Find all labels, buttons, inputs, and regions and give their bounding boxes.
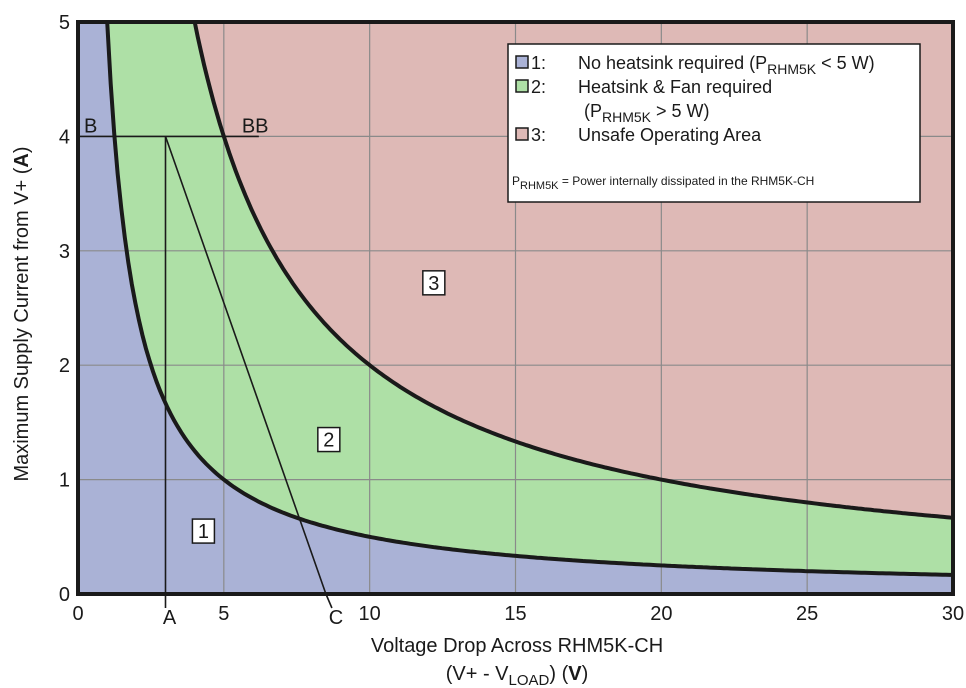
y-tick-label: 5 (59, 12, 70, 34)
x-axis-title: Voltage Drop Across RHM5K-CH (371, 635, 663, 657)
axis-ticks: 0 5 10 15 20 25 30 0 1 2 3 4 5 (59, 12, 964, 625)
annotation-labels: B BBA C (84, 115, 343, 629)
x-tick-label: 20 (650, 603, 672, 625)
x-tick-label: 15 (504, 603, 526, 625)
legend-key-2: 2: (531, 77, 546, 97)
region-1-label-box (191, 518, 216, 544)
x-tick-label: 5 (218, 603, 229, 625)
label-a: A (163, 607, 177, 629)
plot-frame (76, 20, 955, 596)
legend-text-2-condition: (PRHM5K > 5 W) (584, 101, 710, 125)
y-tick-label: 1 (59, 470, 70, 492)
x-tick-label: 10 (359, 603, 381, 625)
region-3-label-box (422, 270, 446, 296)
legend-swatch-1 (515, 55, 529, 69)
legend: 1: No heatsink required (PRHM5K < 5 W) 2: H… (507, 43, 921, 203)
legend-key-1: 1: (531, 53, 546, 73)
legend-key-3: 3: (531, 125, 546, 145)
boundary-curves (105, 20, 954, 577)
legend-text-3: Unsafe Operating Area (578, 125, 762, 145)
region-1-label: 1 (198, 521, 209, 543)
x-axis-subtitle: (V+ - VLOAD) (V) (446, 663, 589, 688)
boundary-20w-curve (192, 20, 954, 520)
legend-note: PRHM5K = Power internally dissipated in … (512, 174, 814, 192)
c-tick-mark (325, 593, 333, 609)
region-2-label-box (317, 426, 341, 453)
y-tick-label: 4 (59, 126, 70, 148)
label-c: C (329, 607, 343, 629)
load-line (164, 136, 327, 595)
x-tick-label: 30 (942, 603, 964, 625)
legend-text-1: No heatsink required (PRHM5K < 5 W) (578, 53, 875, 77)
legend-swatch-2 (515, 79, 529, 93)
region-labels: 1 2 3 (191, 270, 446, 544)
boundary-5w-curve (105, 20, 953, 577)
x-tick-label: 0 (72, 603, 83, 625)
y-axis-title: Maximum Supply Current from V+ (A) (11, 146, 33, 481)
legend-box (507, 43, 921, 203)
region-2-label: 2 (323, 430, 334, 452)
label-bb: BB (242, 115, 269, 137)
y-tick-label: 3 (59, 241, 70, 263)
region-3-label: 3 (428, 273, 439, 295)
x-tick-label: 25 (796, 603, 818, 625)
legend-text-2: Heatsink & Fan required (578, 77, 772, 97)
label-b: B (84, 115, 97, 137)
y-tick-label: 2 (59, 355, 70, 377)
y-tick-label: 0 (59, 584, 70, 606)
annotation-lines (78, 135, 333, 609)
legend-swatch-3 (515, 127, 529, 141)
